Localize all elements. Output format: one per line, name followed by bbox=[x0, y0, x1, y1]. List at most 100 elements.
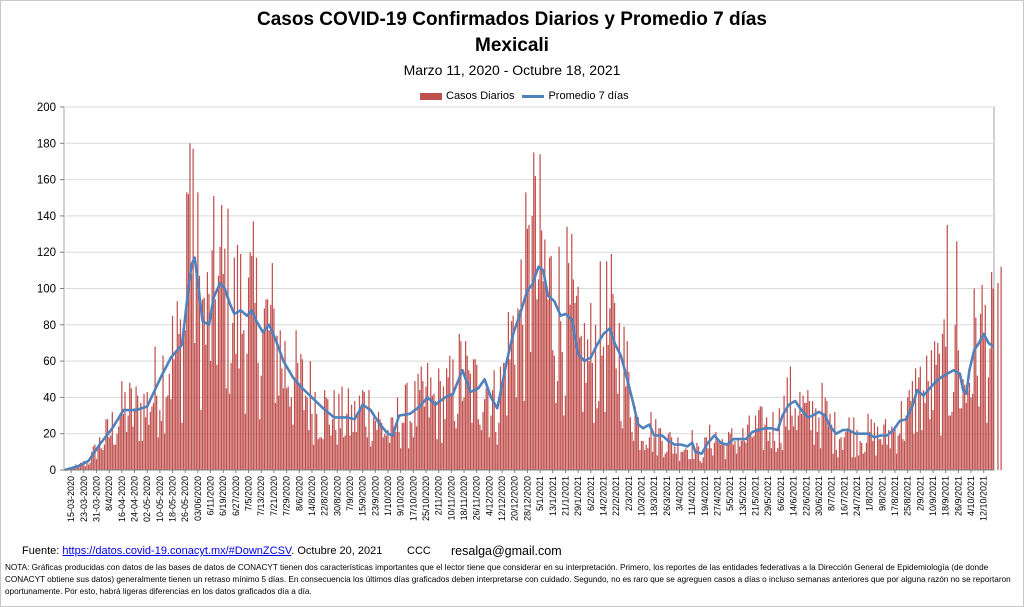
daily-bar bbox=[244, 413, 247, 470]
x-tick-label: 14/6/2021 bbox=[789, 476, 799, 516]
daily-bar bbox=[674, 446, 676, 470]
x-tick-label: 15/9/2020 bbox=[358, 476, 368, 516]
daily-bar bbox=[520, 259, 522, 470]
daily-bar bbox=[960, 408, 963, 470]
daily-bar bbox=[816, 431, 818, 470]
daily-bar bbox=[888, 430, 890, 470]
daily-bar bbox=[423, 406, 426, 470]
daily-bar bbox=[95, 459, 98, 470]
daily-bar bbox=[422, 381, 424, 470]
daily-bar bbox=[141, 440, 144, 470]
daily-bar bbox=[941, 333, 944, 470]
source-line: Fuente: https://datos.covid-19.conacyt.m… bbox=[22, 545, 382, 557]
daily-bar bbox=[857, 455, 860, 470]
x-tick-label: 10/9/2021 bbox=[928, 476, 938, 516]
daily-bar bbox=[373, 417, 375, 470]
daily-bar bbox=[388, 442, 391, 470]
daily-bar bbox=[880, 439, 882, 470]
daily-bar bbox=[566, 226, 568, 470]
daily-bar bbox=[157, 437, 159, 470]
daily-bar bbox=[436, 439, 438, 470]
daily-bar bbox=[311, 413, 313, 470]
x-tick-label: 16-04-2020 bbox=[117, 476, 127, 522]
daily-bar bbox=[352, 431, 354, 470]
daily-bar bbox=[156, 395, 158, 470]
daily-bar bbox=[710, 448, 712, 470]
daily-bar bbox=[629, 417, 632, 470]
daily-bar bbox=[108, 437, 110, 470]
daily-bar bbox=[754, 415, 757, 470]
daily-bar bbox=[392, 417, 394, 470]
daily-bar bbox=[910, 401, 912, 470]
author-email[interactable]: resalga@gmail.com bbox=[451, 544, 562, 558]
daily-bar bbox=[385, 435, 388, 470]
daily-bar bbox=[415, 426, 418, 470]
daily-bar bbox=[249, 252, 251, 470]
daily-bar bbox=[319, 437, 321, 470]
daily-bar bbox=[431, 395, 433, 470]
x-tick-label: 31-03-2020 bbox=[91, 476, 101, 522]
daily-bar bbox=[957, 350, 959, 470]
daily-bar bbox=[631, 431, 633, 470]
daily-bar bbox=[102, 450, 104, 470]
daily-bar bbox=[544, 239, 546, 470]
daily-bar bbox=[426, 362, 429, 470]
daily-bar bbox=[333, 390, 335, 470]
daily-bar bbox=[607, 344, 609, 470]
daily-bar bbox=[867, 413, 869, 470]
source-link[interactable]: https://datos.covid-19.conacyt.mx/#DownZ… bbox=[62, 545, 292, 557]
daily-bar bbox=[192, 148, 194, 470]
daily-bar bbox=[279, 330, 281, 470]
daily-bar bbox=[979, 313, 982, 470]
daily-bar bbox=[914, 368, 917, 470]
daily-bar bbox=[529, 352, 532, 470]
daily-bar bbox=[670, 437, 673, 470]
daily-bar bbox=[273, 308, 275, 470]
daily-bar bbox=[105, 419, 107, 470]
daily-bar bbox=[331, 419, 334, 470]
daily-bar bbox=[362, 390, 364, 470]
x-tick-label: 16/7/2021 bbox=[839, 476, 849, 516]
daily-bar bbox=[420, 366, 422, 470]
daily-bar bbox=[824, 397, 826, 470]
daily-bar bbox=[572, 279, 574, 470]
daily-bar bbox=[92, 446, 94, 470]
daily-bar bbox=[783, 395, 785, 470]
daily-bar bbox=[924, 402, 926, 470]
x-tick-label: 8/6/2020 bbox=[294, 476, 304, 511]
daily-bar bbox=[802, 395, 804, 470]
daily-bar bbox=[309, 361, 311, 470]
x-tick-label: 10-05-2020 bbox=[155, 476, 165, 522]
x-tick-label: 03/06/2020 bbox=[193, 476, 203, 521]
daily-bar bbox=[564, 395, 567, 470]
daily-bar bbox=[515, 397, 517, 470]
daily-bar bbox=[178, 333, 180, 470]
daily-bar bbox=[751, 437, 754, 470]
daily-bar bbox=[173, 359, 175, 470]
daily-bar bbox=[919, 366, 921, 470]
daily-bar bbox=[552, 350, 554, 470]
daily-bar bbox=[1000, 266, 1002, 470]
daily-bar bbox=[290, 397, 292, 470]
daily-bar bbox=[390, 417, 392, 470]
daily-bar bbox=[214, 299, 216, 470]
daily-bar bbox=[509, 359, 511, 470]
daily-bar bbox=[666, 451, 668, 470]
author-ccc: CCC bbox=[407, 545, 431, 557]
daily-bar bbox=[312, 444, 315, 470]
daily-bar bbox=[189, 143, 191, 471]
daily-bar bbox=[981, 284, 983, 470]
x-tick-label: 21/1/2021 bbox=[560, 476, 570, 516]
daily-bar bbox=[461, 401, 464, 470]
daily-bar bbox=[753, 435, 755, 470]
daily-bar bbox=[152, 402, 155, 470]
daily-bar bbox=[606, 261, 608, 470]
daily-bar bbox=[689, 459, 692, 470]
daily-bar bbox=[382, 437, 384, 470]
daily-bar bbox=[634, 406, 636, 470]
daily-bar bbox=[621, 428, 624, 470]
x-tick-label: 11/4/2021 bbox=[687, 476, 697, 515]
daily-bar bbox=[384, 433, 386, 470]
daily-bar bbox=[612, 293, 614, 470]
daily-bar bbox=[758, 410, 760, 470]
